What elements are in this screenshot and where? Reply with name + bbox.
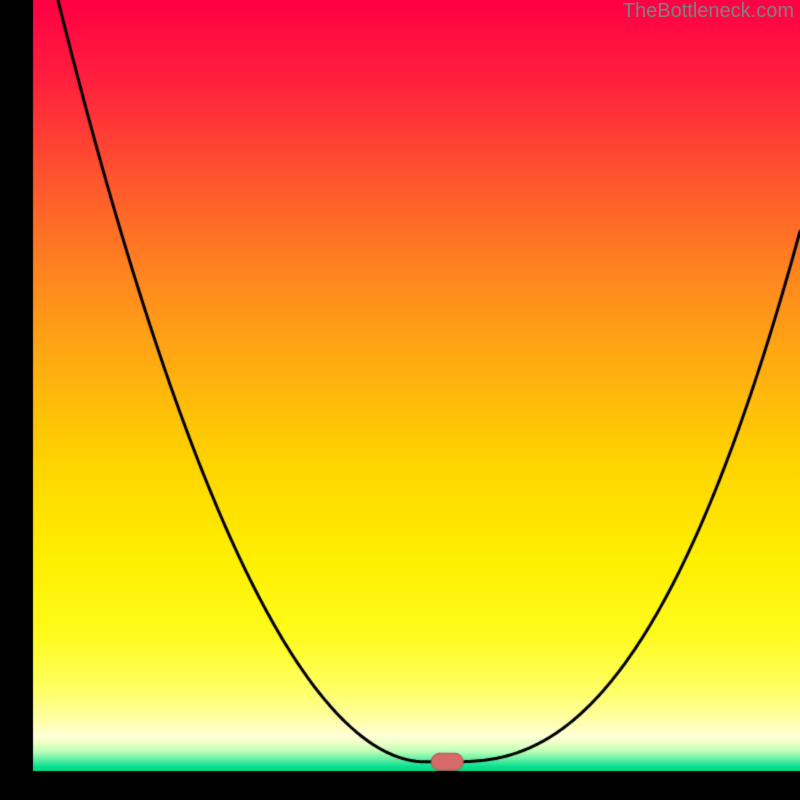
chart-container: TheBottleneck.com: [0, 0, 800, 800]
watermark-label: TheBottleneck.com: [623, 0, 794, 23]
bottleneck-curve-chart: [0, 0, 800, 800]
